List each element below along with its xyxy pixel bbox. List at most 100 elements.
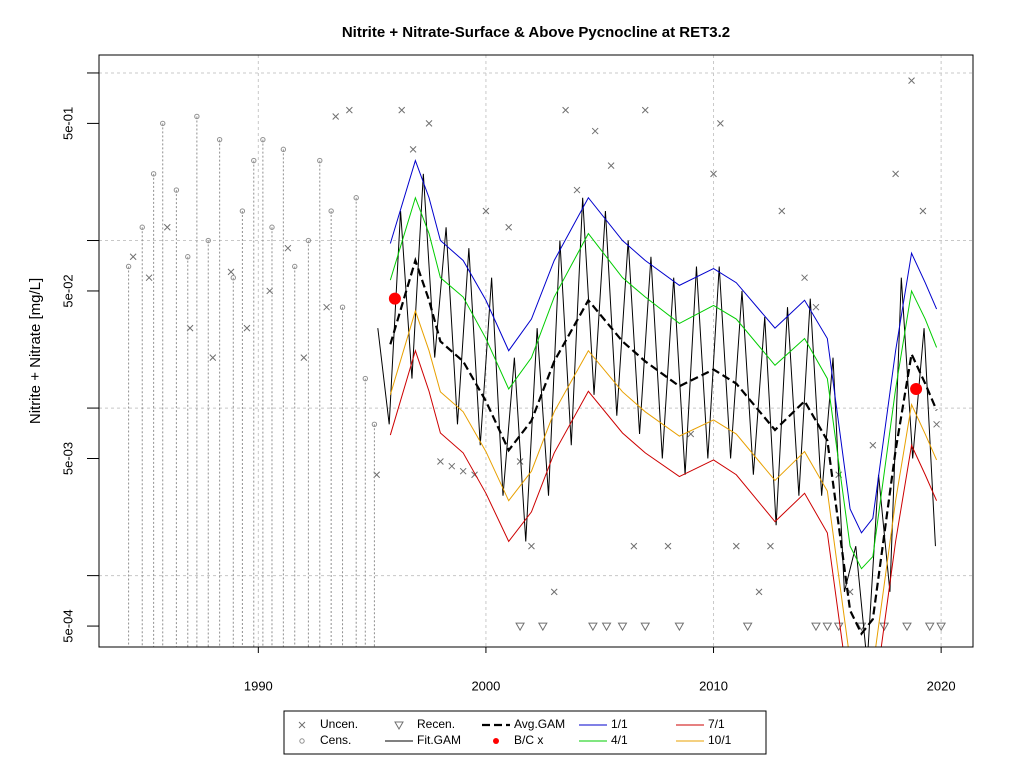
chart-title: Nitrite + Nitrate-Surface & Above Pycnoc… — [342, 24, 730, 41]
recensored-point — [515, 622, 525, 632]
censored-point — [150, 171, 157, 177]
uncensored-point — [562, 106, 569, 114]
recensored-point — [936, 622, 946, 632]
x-tick-label: 2010 — [699, 678, 728, 693]
censored-point — [173, 187, 180, 193]
recensored-point — [833, 622, 844, 632]
recensored-point — [742, 622, 753, 632]
uncensored-point — [869, 441, 877, 449]
uncensored-point — [298, 721, 306, 729]
censored-point — [139, 224, 145, 230]
uncensored-point — [437, 458, 444, 465]
uncensored-point — [641, 106, 649, 114]
uncensored-point — [243, 324, 251, 332]
recensored-point — [601, 622, 612, 632]
uncensored-point — [129, 253, 137, 261]
censored-point — [339, 304, 346, 310]
uncensored-point — [919, 207, 927, 215]
censored-point — [216, 136, 223, 143]
censored-point — [305, 237, 312, 244]
uncensored-point — [717, 120, 724, 127]
uncensored-point — [209, 354, 217, 361]
y-tick-label: 5e-04 — [60, 609, 75, 642]
uncensored-point — [163, 223, 171, 231]
legend-box — [283, 710, 767, 755]
censored-point — [160, 120, 166, 127]
legend-label: Avg.GAM — [514, 717, 565, 731]
recensored-point — [811, 622, 821, 632]
uncensored-point — [332, 113, 340, 120]
uncensored-point — [664, 542, 672, 550]
bc-point — [388, 292, 401, 305]
censored-point — [260, 136, 266, 143]
uncensored-point — [801, 274, 808, 282]
y-tick-label: 5e-02 — [60, 274, 75, 307]
uncensored-point — [607, 162, 615, 169]
uncensored-point — [767, 542, 774, 550]
uncensored-point — [227, 268, 235, 276]
uncensored-point — [550, 588, 558, 596]
uncensored-point — [710, 170, 717, 178]
uncensored-point — [425, 120, 433, 127]
uncensored-point — [323, 303, 330, 311]
legend-label: 7/1 — [708, 717, 725, 731]
uncensored-point — [516, 458, 524, 465]
censored-point — [125, 263, 132, 270]
uncensored-point — [812, 303, 820, 311]
uncensored-point — [448, 462, 456, 470]
x-tick-label: 1990 — [244, 678, 273, 693]
uncensored-point — [630, 542, 638, 550]
uncensored-point — [892, 170, 899, 178]
legend-label: Cens. — [320, 733, 351, 747]
y-tick-label: 5e-01 — [60, 107, 75, 140]
legend-label: Uncen. — [320, 717, 358, 731]
recensored-point — [924, 622, 935, 632]
legend-label: Recen. — [417, 717, 455, 731]
censored-point — [280, 146, 287, 153]
censored-point — [205, 237, 211, 244]
censored-point — [362, 375, 368, 382]
recensored-point — [822, 622, 833, 632]
x-tick-label: 2020 — [927, 678, 956, 693]
bc-point — [493, 738, 499, 744]
recensored-point — [617, 622, 628, 632]
uncensored-point — [409, 146, 417, 153]
gam-line — [389, 158, 938, 534]
plot-frame — [98, 54, 974, 648]
censored-point — [292, 263, 298, 270]
recensored-point — [588, 622, 598, 632]
plot-area — [99, 55, 973, 647]
censored-point — [353, 195, 359, 201]
recensored-point — [902, 622, 912, 632]
censored-point — [230, 274, 236, 281]
recensored-point — [537, 622, 548, 632]
y-axis-label: Nitrite + Nitrate [mg/L] — [27, 278, 44, 424]
recensored-point — [640, 622, 651, 632]
uncensored-point — [284, 244, 292, 252]
uncensored-point — [505, 223, 513, 231]
censored-point — [371, 421, 378, 428]
censored-point — [194, 113, 200, 120]
uncensored-point — [755, 588, 763, 596]
uncensored-point — [398, 106, 406, 114]
gam-line — [389, 256, 938, 636]
gam-line — [389, 196, 938, 570]
uncensored-point — [908, 77, 915, 84]
legend-label: 10/1 — [708, 733, 732, 747]
legend-label: Fit.GAM — [417, 733, 461, 747]
legend-label: 1/1 — [611, 717, 628, 731]
uncensored-point — [459, 467, 467, 475]
censored-point — [251, 157, 257, 164]
censored-point — [239, 208, 246, 214]
censored-point — [299, 738, 305, 744]
uncensored-point — [573, 186, 581, 194]
gam-line — [389, 309, 938, 647]
uncensored-point — [528, 542, 535, 550]
uncensored-point — [482, 207, 490, 215]
uncensored-point — [591, 127, 599, 135]
legend-label: 4/1 — [611, 733, 628, 747]
uncensored-point — [145, 274, 153, 282]
x-tick-label: 2000 — [471, 678, 500, 693]
y-tick-label: 5e-03 — [60, 442, 75, 475]
